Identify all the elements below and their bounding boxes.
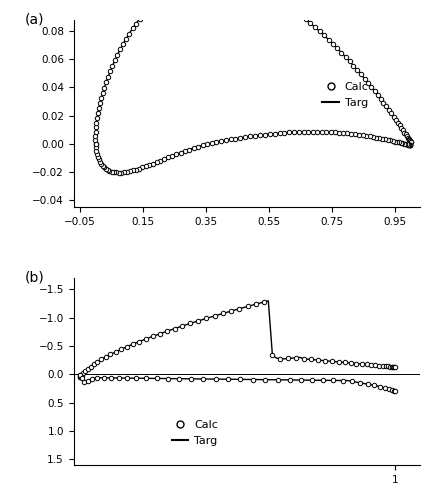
Legend: Calc, Targ: Calc, Targ xyxy=(318,78,373,112)
Text: (a): (a) xyxy=(25,12,45,26)
Legend: Calc, Targ: Calc, Targ xyxy=(168,416,222,450)
Text: (b): (b) xyxy=(25,270,45,284)
